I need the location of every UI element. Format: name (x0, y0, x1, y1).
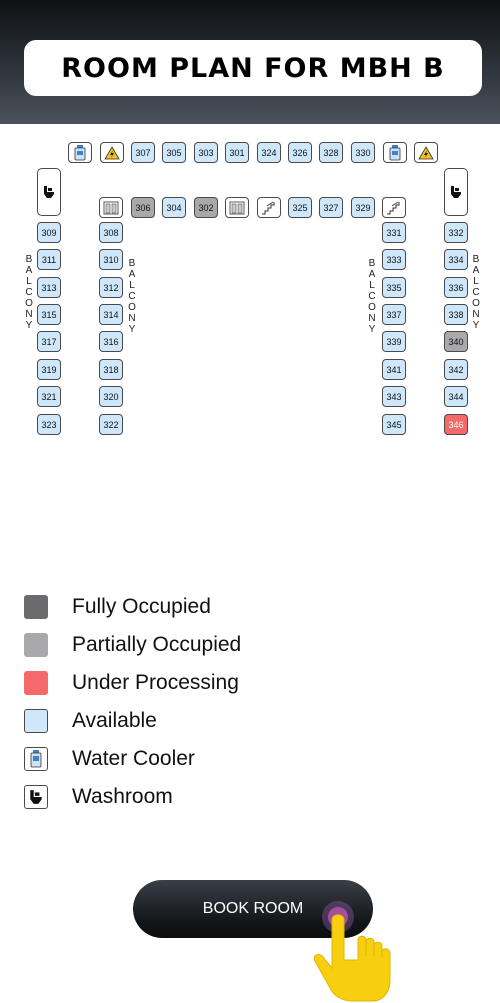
legend-label: Fully Occupied (72, 595, 211, 618)
room-329[interactable]: 329 (351, 197, 375, 218)
legend-label: Water Cooler (72, 747, 195, 770)
room-324[interactable]: 324 (257, 142, 281, 163)
room-332[interactable]: 332 (444, 222, 468, 243)
room-336[interactable]: 336 (444, 277, 468, 298)
room-313[interactable]: 313 (37, 277, 61, 298)
room-337[interactable]: 337 (382, 304, 406, 325)
room-318[interactable]: 318 (99, 359, 123, 380)
legend-label: Under Processing (72, 671, 239, 694)
room-340[interactable]: 340 (444, 331, 468, 352)
room-319[interactable]: 319 (37, 359, 61, 380)
legend-water-cooler: Water Cooler (24, 744, 344, 774)
room-315[interactable]: 315 (37, 304, 61, 325)
room-311[interactable]: 311 (37, 249, 61, 270)
washroom-icon (37, 168, 61, 216)
stairs-icon (382, 197, 406, 218)
header-bar: ROOM PLAN FOR MBH B (0, 0, 500, 124)
room-335[interactable]: 335 (382, 277, 406, 298)
room-328[interactable]: 328 (319, 142, 343, 163)
room-325[interactable]: 325 (288, 197, 312, 218)
water-cooler-icon (24, 747, 48, 771)
balcony-label: BALCONY (128, 258, 136, 335)
legend-label: Partially Occupied (72, 633, 242, 656)
balcony-label: BALCONY (472, 254, 480, 331)
room-334[interactable]: 334 (444, 249, 468, 270)
balcony-label: BALCONY (25, 254, 33, 331)
stairs-icon (257, 197, 281, 218)
washroom-icon (444, 168, 468, 216)
room-307[interactable]: 307 (131, 142, 155, 163)
room-345[interactable]: 345 (382, 414, 406, 435)
room-321[interactable]: 321 (37, 386, 61, 407)
room-322[interactable]: 322 (99, 414, 123, 435)
legend-fully-occupied: Fully Occupied (24, 592, 344, 622)
room-323[interactable]: 323 (37, 414, 61, 435)
electrical-hazard-icon (100, 142, 124, 163)
under-processing-swatch (24, 671, 48, 695)
lift-icon (99, 197, 123, 218)
room-341[interactable]: 341 (382, 359, 406, 380)
room-338[interactable]: 338 (444, 304, 468, 325)
room-326[interactable]: 326 (288, 142, 312, 163)
room-306[interactable]: 306 (131, 197, 155, 218)
legend-under-processing: Under Processing (24, 668, 344, 698)
room-312[interactable]: 312 (99, 277, 123, 298)
room-327[interactable]: 327 (319, 197, 343, 218)
room-305[interactable]: 305 (162, 142, 186, 163)
room-310[interactable]: 310 (99, 249, 123, 270)
legend-label: Washroom (72, 785, 173, 808)
room-339[interactable]: 339 (382, 331, 406, 352)
legend-partially-occupied: Partially Occupied (24, 630, 344, 660)
room-331[interactable]: 331 (382, 222, 406, 243)
tap-hand-icon (313, 901, 391, 1002)
room-317[interactable]: 317 (37, 331, 61, 352)
room-309[interactable]: 309 (37, 222, 61, 243)
room-314[interactable]: 314 (99, 304, 123, 325)
page-title: ROOM PLAN FOR MBH B (24, 40, 482, 96)
partially-occupied-swatch (24, 633, 48, 657)
fully-occupied-swatch (24, 595, 48, 619)
room-333[interactable]: 333 (382, 249, 406, 270)
room-346[interactable]: 346 (444, 414, 468, 435)
available-swatch (24, 709, 48, 733)
lift-icon (225, 197, 249, 218)
room-330[interactable]: 330 (351, 142, 375, 163)
room-301[interactable]: 301 (225, 142, 249, 163)
room-303[interactable]: 303 (194, 142, 218, 163)
room-308[interactable]: 308 (99, 222, 123, 243)
room-304[interactable]: 304 (162, 197, 186, 218)
water-cooler-icon (383, 142, 407, 163)
balcony-label: BALCONY (368, 258, 376, 335)
legend-washroom: Washroom (24, 782, 344, 812)
legend-label: Available (72, 709, 157, 732)
electrical-hazard-icon (414, 142, 438, 163)
room-302[interactable]: 302 (194, 197, 218, 218)
legend-available: Available (24, 706, 344, 736)
room-316[interactable]: 316 (99, 331, 123, 352)
room-343[interactable]: 343 (382, 386, 406, 407)
room-plan: 307 305 303 301 324 326 328 330 306 304 … (0, 124, 500, 444)
washroom-icon (24, 785, 48, 809)
room-344[interactable]: 344 (444, 386, 468, 407)
room-342[interactable]: 342 (444, 359, 468, 380)
water-cooler-icon (68, 142, 92, 163)
room-320[interactable]: 320 (99, 386, 123, 407)
